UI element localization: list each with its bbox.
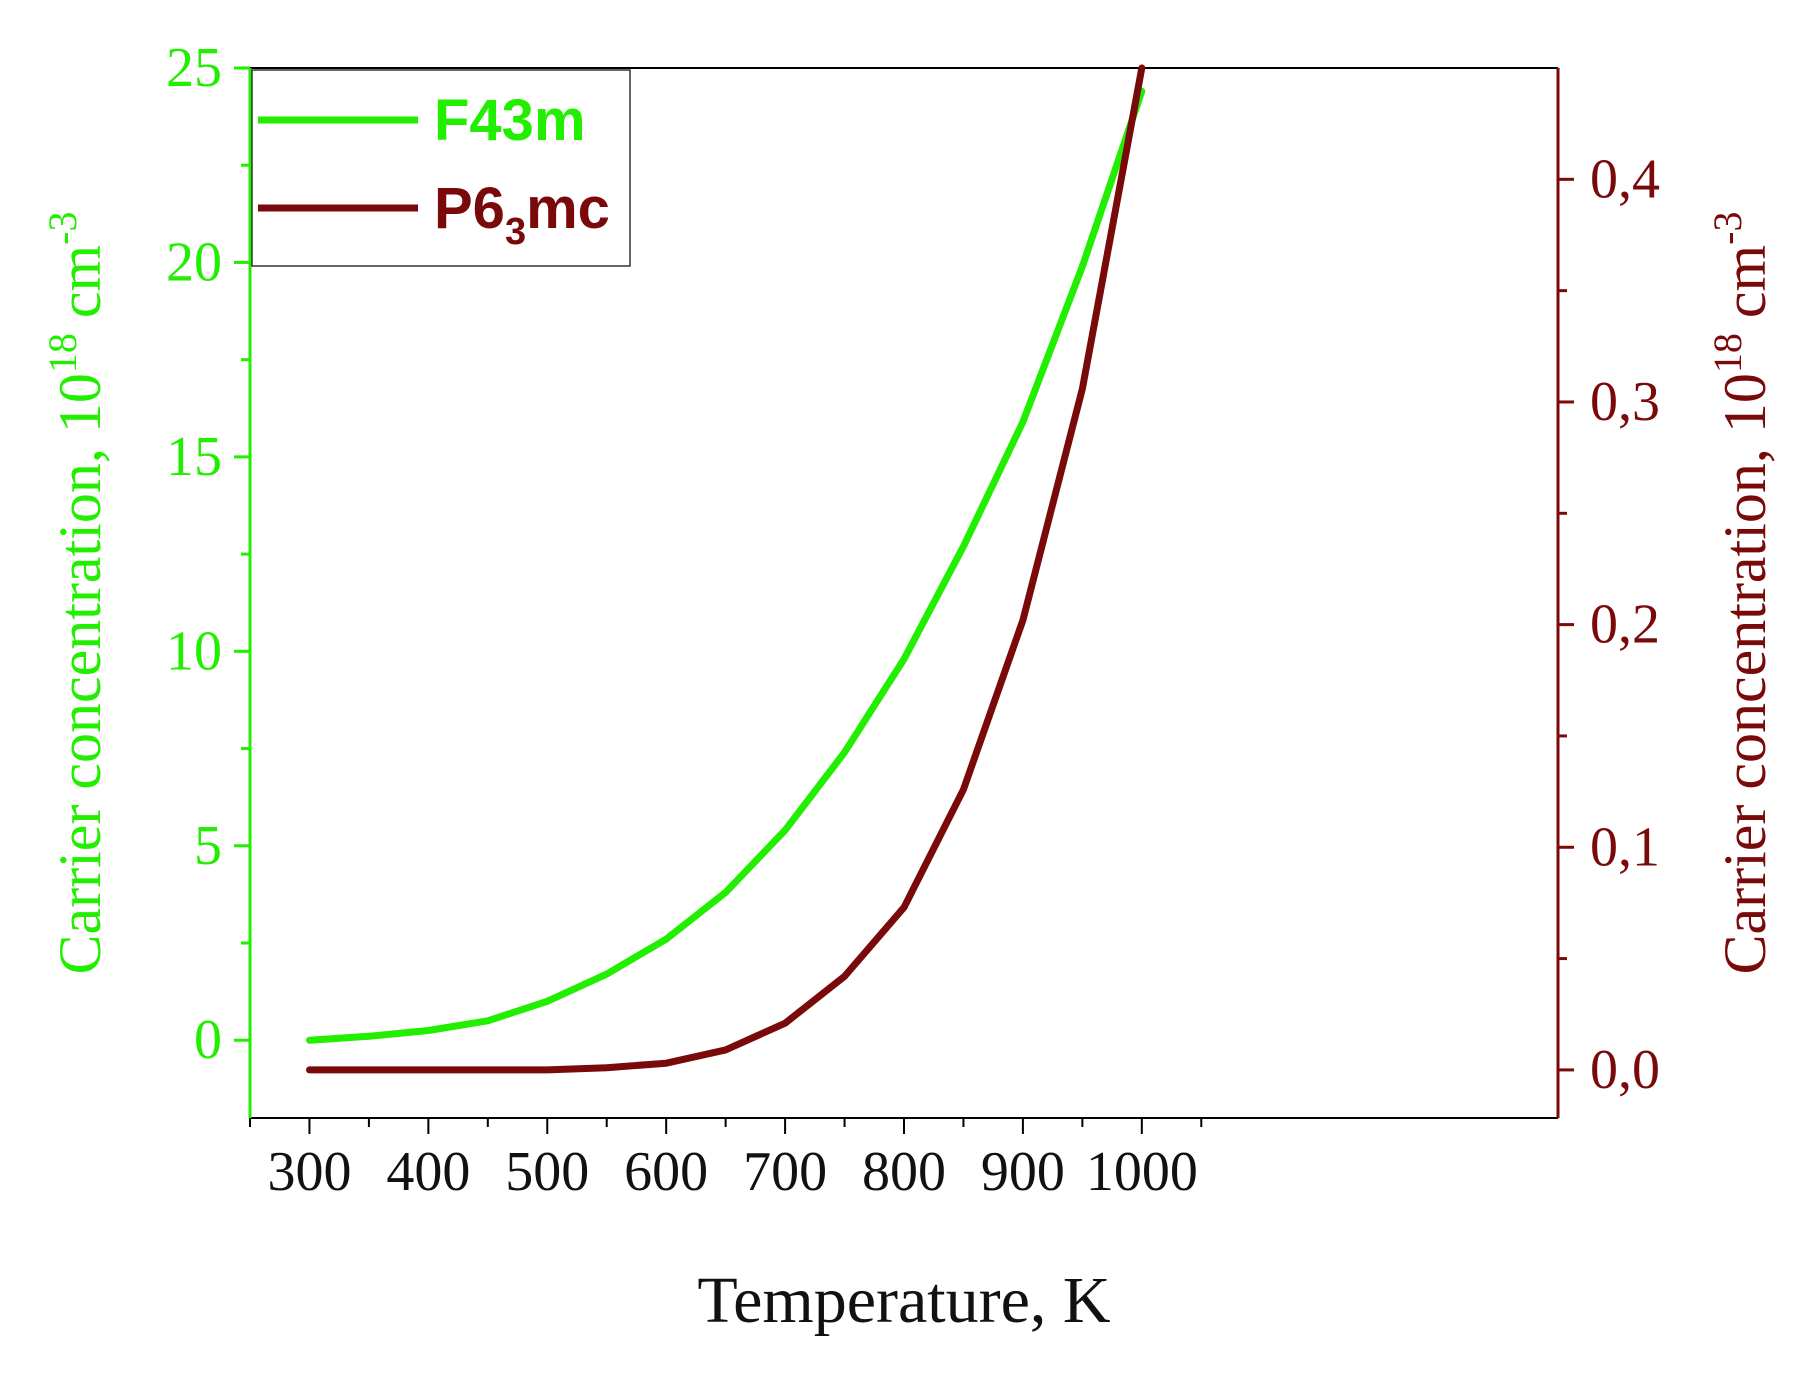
x-tick-label: 300 (267, 1141, 351, 1203)
x-tick-label: 400 (386, 1141, 470, 1203)
left-y-tick-label: 0 (194, 1009, 222, 1071)
series-line (306, 64, 1146, 1074)
legend-label: P63mc (434, 176, 610, 253)
x-tick-label: 700 (743, 1141, 827, 1203)
left-y-tick-label: 5 (194, 815, 222, 877)
legend: F43m P63mc (251, 69, 631, 267)
legend-box (251, 69, 631, 267)
left-y-tick-label: 10 (166, 620, 222, 682)
x-tick-label: 1000 (1086, 1141, 1198, 1203)
right-y-axis-title: Carrier concentration, 1018 cm-3 (1705, 211, 1778, 974)
right-y-tick-label: 0,1 (1590, 816, 1660, 878)
left-y-tick-label: 20 (166, 231, 222, 293)
series-line (306, 87, 1146, 1044)
right-y-tick-label: 0,0 (1590, 1039, 1660, 1101)
left-y-tick-label: 15 (166, 426, 222, 488)
right-y-tick-label: 0,2 (1590, 594, 1660, 656)
x-tick-label: 500 (505, 1141, 589, 1203)
x-tick-label: 600 (624, 1141, 708, 1203)
plot-frame (248, 67, 1560, 1119)
left-y-tick-label: 25 (166, 37, 222, 99)
right-y-tick-label: 0,4 (1590, 148, 1660, 210)
series-lines (306, 64, 1146, 1074)
x-tick-label: 900 (981, 1141, 1065, 1203)
x-tick-label: 800 (862, 1141, 946, 1203)
x-axis-title: Temperature, K (697, 1264, 1110, 1337)
legend-label: F43m (434, 88, 586, 153)
axis-ticks: 300 400 500 600 700 800 900 1000 0 5 10 15 20 25 0,0 0,… (166, 37, 1660, 1203)
right-y-tick-label: 0,3 (1590, 371, 1660, 433)
axis-labels: Temperature, K Carrier concentration, 101… (40, 211, 1778, 1337)
left-y-axis-title: Carrier concentration, 1018 cm-3 (40, 211, 113, 974)
